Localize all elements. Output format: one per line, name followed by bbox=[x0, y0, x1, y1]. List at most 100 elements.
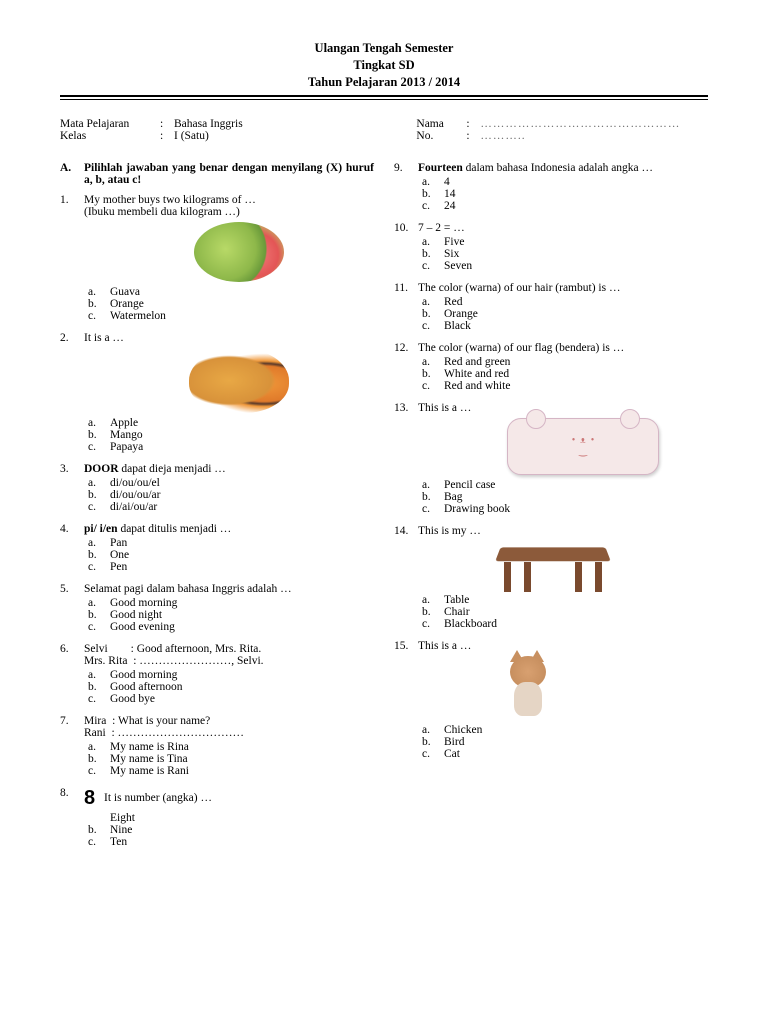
option: c.Black bbox=[418, 320, 708, 332]
right-column: 9.Fourteen dalam bahasa Indonesia adalah… bbox=[394, 162, 708, 858]
option: a.My name is Rina bbox=[84, 741, 374, 753]
q-number: 14. bbox=[394, 525, 418, 630]
question: 14.This is my … a.Tableb.Chairc.Blackboar… bbox=[394, 525, 708, 630]
option: a.Guava bbox=[84, 286, 374, 298]
question: 8.8 It is number (angka) … Eightb.Ninec.… bbox=[60, 787, 374, 848]
q-number: 9. bbox=[394, 162, 418, 212]
pencilcase-image: • ᴥ •‿ bbox=[507, 418, 659, 475]
option: c.Pen bbox=[84, 561, 374, 573]
option: c.Seven bbox=[418, 260, 708, 272]
q-number: 2. bbox=[60, 332, 84, 453]
question: 15.This is a …a.Chickenb.Birdc.Cat bbox=[394, 640, 708, 760]
options: a.Pencil caseb.Bagc.Drawing book bbox=[418, 479, 708, 515]
q-text: Fourteen dalam bahasa Indonesia adalah a… bbox=[418, 162, 708, 174]
option: b.di/ou/ou/ar bbox=[84, 489, 374, 501]
header-line1: Ulangan Tengah Semester bbox=[60, 40, 708, 57]
option: b.Nine bbox=[84, 824, 374, 836]
option: a.Good morning bbox=[84, 597, 374, 609]
option: a.Chicken bbox=[418, 724, 708, 736]
q-subtext: (Ibuku membeli dua kilogram …) bbox=[84, 206, 374, 218]
q-number: 4. bbox=[60, 523, 84, 573]
option: b.14 bbox=[418, 188, 708, 200]
option: a.Red bbox=[418, 296, 708, 308]
option: b.Six bbox=[418, 248, 708, 260]
options: a.Panb.Onec.Pen bbox=[84, 537, 374, 573]
question: 4.pi/ i/en dapat ditulis menjadi …a.Panb… bbox=[60, 523, 374, 573]
options: a.Red and greenb.White and redc.Red and … bbox=[418, 356, 708, 392]
q-number: 13. bbox=[394, 402, 418, 515]
question: 7.Mira : What is your name?Rani : ………………… bbox=[60, 715, 374, 777]
q-text: Selvi : Good afternoon, Mrs. Rita.Mrs. R… bbox=[84, 643, 374, 667]
q-number: 10. bbox=[394, 222, 418, 272]
no-dots: ……….. bbox=[480, 130, 525, 142]
q-text: It is a … bbox=[84, 332, 374, 344]
section-a: A. Pilihlah jawaban yang benar dengan me… bbox=[60, 162, 374, 186]
q-number: 11. bbox=[394, 282, 418, 332]
subject-label: Mata Pelajaran bbox=[60, 118, 160, 130]
columns: A. Pilihlah jawaban yang benar dengan me… bbox=[60, 162, 708, 858]
option: c.Good bye bbox=[84, 693, 374, 705]
q-text: This is my … bbox=[418, 525, 708, 537]
q-number: 7. bbox=[60, 715, 84, 777]
q-text: This is a … bbox=[418, 640, 708, 652]
option: c.Cat bbox=[418, 748, 708, 760]
question: 10.7 – 2 = …a.Fiveb.Sixc.Seven bbox=[394, 222, 708, 272]
options: a.Fiveb.Sixc.Seven bbox=[418, 236, 708, 272]
cat-image bbox=[498, 652, 558, 722]
options: a.Chickenb.Birdc.Cat bbox=[418, 724, 708, 760]
q-number: 3. bbox=[60, 463, 84, 513]
option: c.di/ai/ou/ar bbox=[84, 501, 374, 513]
options: a.4b.14c.24 bbox=[418, 176, 708, 212]
options: a.Tableb.Chairc.Blackboard bbox=[418, 594, 708, 630]
table-image bbox=[498, 537, 608, 592]
papaya-image bbox=[189, 348, 289, 413]
question: 5.Selamat pagi dalam bahasa Inggris adal… bbox=[60, 583, 374, 633]
divider-thick bbox=[60, 95, 708, 97]
q-text: This is a … bbox=[418, 402, 708, 414]
option: c.Papaya bbox=[84, 441, 374, 453]
option: c.Watermelon bbox=[84, 310, 374, 322]
options: a.My name is Rinab.My name is Tinac.My n… bbox=[84, 741, 374, 777]
q-text: My mother buys two kilograms of … bbox=[84, 194, 374, 206]
option: b.Orange bbox=[84, 298, 374, 310]
option: a.Good morning bbox=[84, 669, 374, 681]
divider-thin bbox=[60, 99, 708, 100]
question: 13.This is a … • ᴥ •‿ a.Pencil caseb.Bagc.… bbox=[394, 402, 708, 515]
option: a.di/ou/ou/el bbox=[84, 477, 374, 489]
q-text: Mira : What is your name?Rani : ……………………… bbox=[84, 715, 374, 739]
option: b.One bbox=[84, 549, 374, 561]
option: b.Mango bbox=[84, 429, 374, 441]
option: a.Pan bbox=[84, 537, 374, 549]
question: 11.The color (warna) of our hair (rambut… bbox=[394, 282, 708, 332]
option: c.Ten bbox=[84, 836, 374, 848]
option: b.My name is Tina bbox=[84, 753, 374, 765]
option: b.Orange bbox=[418, 308, 708, 320]
option: a.Apple bbox=[84, 417, 374, 429]
options: Eightb.Ninec.Ten bbox=[84, 812, 374, 848]
option: b.Bird bbox=[418, 736, 708, 748]
options: a.Good morningb.Good afternoonc.Good bye bbox=[84, 669, 374, 705]
question: 12.The color (warna) of our flag (bender… bbox=[394, 342, 708, 392]
option: b.Chair bbox=[418, 606, 708, 618]
q-number: 5. bbox=[60, 583, 84, 633]
option: a.Red and green bbox=[418, 356, 708, 368]
class-value: I (Satu) bbox=[174, 130, 209, 142]
option: c.Red and white bbox=[418, 380, 708, 392]
option: b.Good afternoon bbox=[84, 681, 374, 693]
question: 9.Fourteen dalam bahasa Indonesia adalah… bbox=[394, 162, 708, 212]
option: a.Five bbox=[418, 236, 708, 248]
q-text: DOOR dapat dieja menjadi … bbox=[84, 463, 374, 475]
q-number: 12. bbox=[394, 342, 418, 392]
name-label: Nama bbox=[416, 118, 466, 130]
q-text: 8 It is number (angka) … bbox=[84, 787, 374, 810]
option: c.Good evening bbox=[84, 621, 374, 633]
options: a.Good morningb.Good nightc.Good evening bbox=[84, 597, 374, 633]
options: a.Appleb.Mangoc.Papaya bbox=[84, 417, 374, 453]
options: a.di/ou/ou/elb.di/ou/ou/arc.di/ai/ou/ar bbox=[84, 477, 374, 513]
question: 2.It is a … a.Appleb.Mangoc.Papaya bbox=[60, 332, 374, 453]
name-dots: ………………………………………… bbox=[480, 118, 680, 130]
option: a.Table bbox=[418, 594, 708, 606]
question: 3.DOOR dapat dieja menjadi … a.di/ou/ou/e… bbox=[60, 463, 374, 513]
options: a.Guavab.Orangec.Watermelon bbox=[84, 286, 374, 322]
class-label: Kelas bbox=[60, 130, 160, 142]
